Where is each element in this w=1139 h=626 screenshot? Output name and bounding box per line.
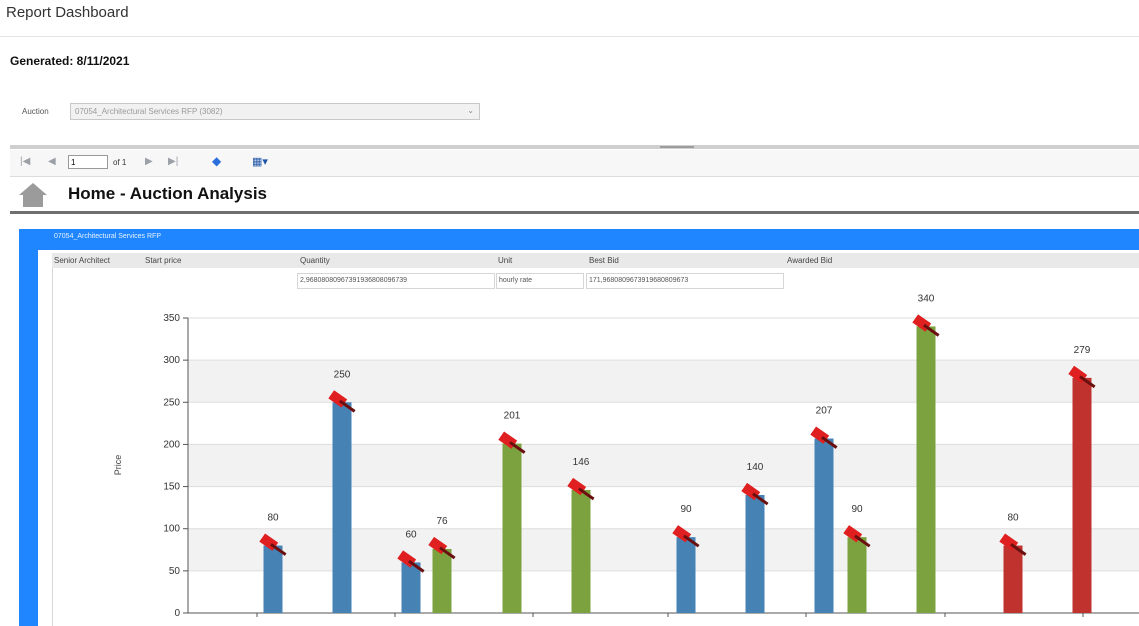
bar xyxy=(916,326,936,613)
bar-value-label: 340 xyxy=(918,293,935,304)
panel-title: 07054_Architectural Services RFP xyxy=(54,233,161,240)
y-tick-label: 150 xyxy=(163,482,180,493)
bar xyxy=(814,438,834,613)
auction-select[interactable]: 07054_Architectural Services RFP (3082) … xyxy=(70,103,480,120)
grid-band xyxy=(188,444,1139,487)
bar xyxy=(332,402,352,613)
y-tick-label: 0 xyxy=(174,608,180,619)
bar xyxy=(571,489,591,613)
auction-select-value: 07054_Architectural Services RFP (3082) xyxy=(75,107,223,116)
auction-label: Auction xyxy=(22,107,49,116)
bar xyxy=(745,495,765,613)
column-header: Quantity xyxy=(300,256,330,265)
bar xyxy=(432,548,452,613)
chevron-down-icon: ⌄ xyxy=(467,106,474,115)
bid-marker-icon xyxy=(259,533,287,556)
page-count: of 1 xyxy=(113,158,127,167)
y-tick-label: 50 xyxy=(169,566,181,577)
y-tick-label: 200 xyxy=(163,439,180,450)
bar xyxy=(847,537,867,613)
table-header-row xyxy=(52,253,1139,268)
quantity-cell: 2,96808080967391936808096739 xyxy=(297,273,495,289)
bar-value-label: 80 xyxy=(1007,513,1019,524)
save-export-icon[interactable]: ▦▾ xyxy=(252,156,268,168)
nav-divider xyxy=(10,211,1139,214)
generated-date: Generated: 8/11/2021 xyxy=(10,54,130,68)
bar-value-label: 90 xyxy=(851,504,863,515)
next-page-icon[interactable]: ▶ xyxy=(145,156,153,167)
bar-value-label: 279 xyxy=(1074,345,1091,356)
bid-marker-icon xyxy=(912,314,940,337)
bid-marker-icon xyxy=(741,482,769,506)
bar xyxy=(401,562,421,613)
last-page-icon[interactable]: ▶| xyxy=(168,156,179,167)
bar-value-label: 80 xyxy=(267,513,279,524)
bar-value-label: 250 xyxy=(334,369,351,380)
breadcrumb-title: Home - Auction Analysis xyxy=(68,184,267,203)
bar-value-label: 201 xyxy=(504,411,521,422)
bid-marker-icon xyxy=(1068,365,1096,389)
unit-cell: hourly rate xyxy=(496,273,584,289)
bid-marker-icon xyxy=(999,533,1027,556)
y-tick-label: 350 xyxy=(163,313,180,324)
column-header: Awarded Bid xyxy=(787,256,833,265)
page-title: Report Dashboard xyxy=(6,4,129,21)
bid-marker-icon xyxy=(810,426,838,449)
bar xyxy=(1003,545,1023,613)
bar xyxy=(263,545,283,613)
title-divider xyxy=(0,36,1139,37)
splitter-bar[interactable] xyxy=(10,145,1139,149)
bid-marker-icon xyxy=(428,536,456,560)
bar-value-label: 60 xyxy=(405,529,417,540)
bid-marker-icon xyxy=(567,477,595,501)
column-header: Best Bid xyxy=(589,256,619,265)
y-tick-label: 100 xyxy=(163,524,180,535)
bar xyxy=(676,537,696,613)
bid-marker-icon xyxy=(843,525,871,548)
bar-value-label: 146 xyxy=(573,457,590,468)
y-tick-label: 300 xyxy=(163,355,180,366)
home-icon[interactable] xyxy=(18,182,48,208)
grid-band xyxy=(188,528,1139,571)
first-page-icon[interactable]: |◀ xyxy=(20,156,31,167)
bar xyxy=(502,443,522,613)
report-toolbar xyxy=(10,150,1139,177)
table-left-border xyxy=(52,268,53,626)
column-header: Senior Architect xyxy=(54,256,111,265)
bid-marker-icon xyxy=(672,525,700,548)
bar xyxy=(1072,377,1092,613)
best-bid-cell: 171,9680809673919680809673 xyxy=(586,273,784,289)
column-header: Unit xyxy=(498,256,513,265)
splitter-grip-icon[interactable] xyxy=(660,146,694,148)
bid-marker-icon xyxy=(397,550,425,573)
bar-value-label: 76 xyxy=(436,516,448,527)
prev-page-icon[interactable]: ◀ xyxy=(48,156,56,167)
y-axis-label: Price xyxy=(113,455,123,476)
y-tick-label: 250 xyxy=(163,397,180,408)
column-header: Start price xyxy=(145,256,182,265)
grid-band xyxy=(188,360,1139,403)
bar-value-label: 207 xyxy=(816,406,833,417)
bar-value-label: 90 xyxy=(680,504,692,515)
page-number-input[interactable] xyxy=(68,155,108,169)
refresh-icon[interactable]: ◆ xyxy=(212,154,222,168)
bar-value-label: 140 xyxy=(747,462,764,473)
bid-marker-icon xyxy=(328,390,356,413)
bid-marker-icon xyxy=(498,431,526,454)
